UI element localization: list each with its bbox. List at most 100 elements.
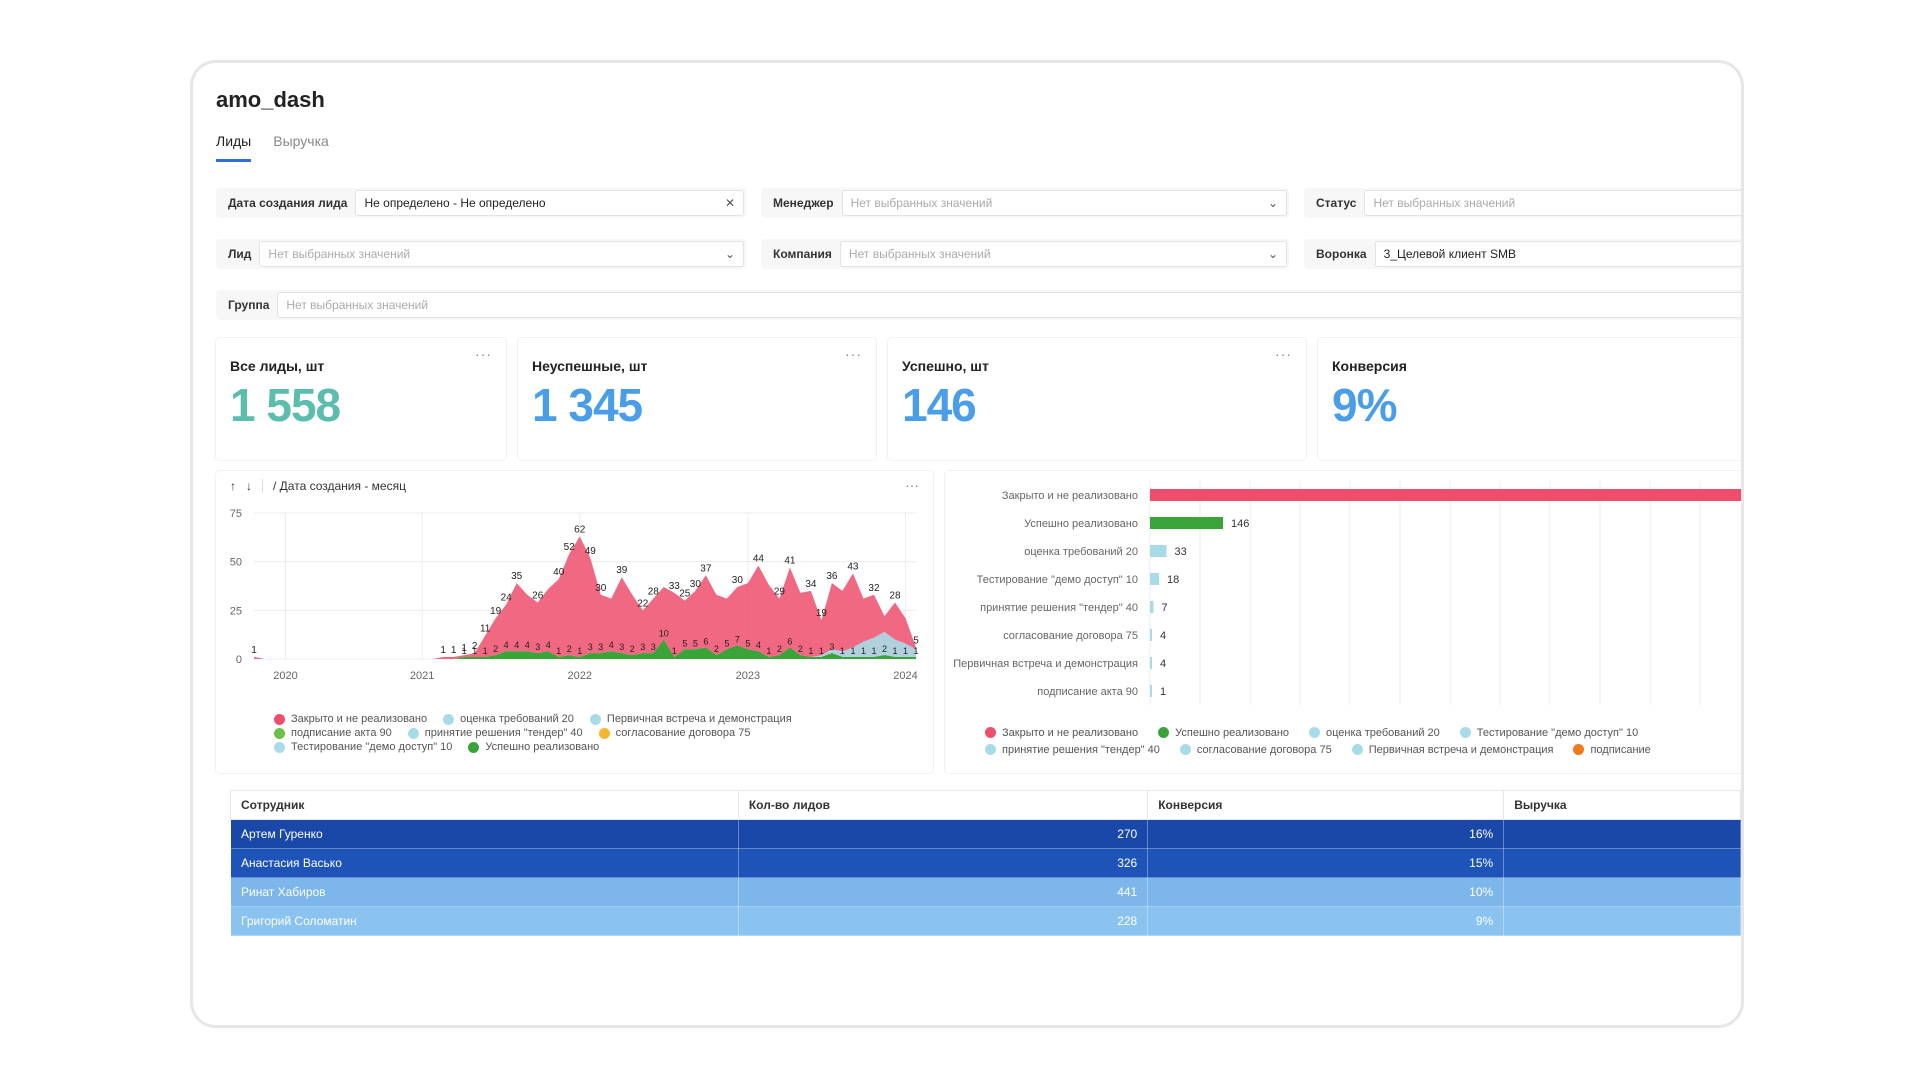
filter-lead-select[interactable]: Нет выбранных значений ⌄ — [259, 241, 744, 267]
data-label: 44 — [753, 554, 765, 565]
data-label: 33 — [1175, 546, 1187, 558]
category-label: подписание акта 90 — [1037, 686, 1138, 698]
data-label: 49 — [585, 546, 597, 557]
data-label: 5 — [913, 635, 919, 646]
legend-item[interactable]: согласование договора 75 — [1179, 742, 1332, 757]
legend-dot — [274, 741, 285, 753]
filter-date-input[interactable]: Не определено - Не определено ✕ — [355, 190, 744, 216]
legend-item[interactable]: Закрыто и не реализовано — [985, 725, 1138, 740]
table-row[interactable]: Ринат Хабиров 441 10% — [230, 877, 1741, 907]
header-revenue[interactable]: Выручка — [1503, 790, 1741, 820]
legend-item[interactable]: Закрыто и не реализовано — [274, 713, 427, 725]
bar[interactable] — [1150, 489, 1744, 501]
filter-manager-select[interactable]: Нет выбранных значений ⌄ — [841, 190, 1287, 216]
bar[interactable] — [1150, 629, 1152, 641]
legend-label: подписание — [1590, 743, 1651, 756]
table-cell-name: Артем Гуренко — [230, 819, 739, 849]
data-label: 36 — [826, 571, 838, 582]
legend-item[interactable]: Тестирование "демо доступ" 10 — [1459, 725, 1638, 740]
tab-revenue[interactable]: Выручка — [273, 133, 329, 149]
legend-label: Тестирование "демо доступ" 10 — [291, 741, 453, 753]
filter-funnel-select[interactable]: 3_Целевой клиент SMB — [1374, 241, 1741, 267]
legend-dot — [468, 741, 480, 753]
kpi-all-leads-value: 1 558 — [230, 379, 341, 431]
category-label: согласование договора 75 — [1003, 630, 1138, 642]
legend-item[interactable]: согласование договора 75 — [598, 727, 750, 739]
bar[interactable] — [1150, 657, 1152, 669]
table-row[interactable]: Анастасия Васько 326 15% — [230, 848, 1741, 878]
y-tick-label: 75 — [230, 508, 242, 520]
data-label: 41 — [784, 556, 796, 567]
data-label: 4 — [1160, 630, 1166, 642]
data-label: 5 — [724, 638, 729, 648]
data-label: 1 — [483, 646, 488, 656]
legend-item[interactable]: Тестирование "демо доступ" 10 — [274, 741, 452, 753]
header-conversion[interactable]: Конверсия — [1147, 790, 1505, 820]
bar[interactable] — [1150, 517, 1223, 529]
filter-status-select[interactable]: Нет выбранных значений — [1364, 190, 1741, 216]
area-chart-panel: ↑ ↓ / Дата создания - месяц ··· 0 25 50 75 2… — [216, 471, 933, 773]
header-leads[interactable]: Кол-во лидов — [737, 790, 1149, 820]
legend-item[interactable]: Успешно реализовано — [1158, 725, 1289, 740]
legend-item[interactable]: подписание — [1573, 742, 1651, 757]
table-cell-revenue — [1503, 819, 1741, 849]
kpi-success: Успешно, шт 146 ··· — [888, 338, 1306, 460]
data-label: 32 — [868, 583, 880, 594]
close-icon[interactable]: ✕ — [724, 196, 735, 210]
legend-dot — [443, 713, 455, 725]
table-row[interactable]: Григорий Соломатин 228 9% — [230, 906, 1741, 936]
legend-item[interactable]: оценка требований 20 — [1309, 725, 1440, 740]
filter-funnel-label: Воронка — [1316, 247, 1367, 261]
data-label: 24 — [501, 592, 513, 603]
filter-status-placeholder: Нет выбранных значений — [1373, 196, 1516, 210]
legend-item[interactable]: Первичная встреча и демонстрация — [1351, 742, 1553, 757]
table-row[interactable]: Артем Гуренко 270 16% — [230, 819, 1741, 849]
legend-dot — [274, 713, 285, 725]
sort-up-icon[interactable]: ↑ — [230, 479, 236, 493]
legend-item[interactable]: принятие решения "тендер" 40 — [985, 742, 1160, 757]
legend-item[interactable]: Успешно реализовано — [468, 741, 599, 753]
area-series-requirements[interactable] — [254, 631, 916, 659]
legend-dot — [1351, 744, 1363, 755]
legend-item[interactable]: оценка требований 20 — [443, 713, 574, 725]
bar[interactable] — [1150, 545, 1167, 557]
data-label: 18 — [1167, 574, 1179, 586]
data-label: 1 — [871, 646, 876, 656]
more-icon[interactable]: ··· — [905, 477, 919, 493]
data-label: 3 — [829, 642, 834, 652]
header-employee[interactable]: Сотрудник — [230, 790, 739, 820]
data-label: 3 — [651, 642, 656, 652]
drilldown-label[interactable]: / Дата создания - месяц — [273, 479, 406, 493]
toolbar-divider — [262, 479, 263, 493]
kpi-all-leads: Все лиды, шт 1 558 ··· — [216, 338, 506, 460]
filter-funnel-value: 3_Целевой клиент SMB — [1383, 247, 1516, 261]
tab-leads[interactable]: Лиды — [216, 133, 252, 162]
more-icon[interactable]: ··· — [1275, 346, 1292, 362]
data-label: 4 — [546, 640, 551, 650]
bar[interactable] — [1150, 573, 1159, 585]
area-chart-legend: Закрыто и не реализовано оценка требовани… — [274, 713, 914, 753]
data-label: 2 — [472, 641, 478, 652]
table-body: Артем Гуренко 270 16% Анастасия Васько 326 15… — [230, 819, 1741, 936]
filter-company-select[interactable]: Нет выбранных значений ⌄ — [839, 241, 1287, 267]
legend-item[interactable]: принятие решения "тендер" 40 — [407, 727, 583, 739]
filter-group-select[interactable]: Нет выбранных значений — [277, 292, 1741, 318]
area-series-closed-unrealized[interactable] — [254, 536, 916, 659]
legend-item[interactable]: Первичная встреча и демонстрация — [589, 713, 792, 725]
filter-date-value: Не определено - Не определено — [364, 196, 546, 210]
more-icon[interactable]: ··· — [845, 346, 862, 362]
more-icon[interactable]: ··· — [475, 346, 492, 362]
data-label: 4 — [756, 640, 761, 650]
bar[interactable] — [1150, 685, 1152, 697]
area-series-success[interactable] — [254, 639, 916, 659]
legend-dot — [1158, 727, 1170, 738]
data-label: 37 — [700, 563, 712, 574]
bar[interactable] — [1150, 601, 1154, 613]
data-label: 1 — [451, 645, 457, 656]
data-label: 1 — [850, 646, 855, 656]
sort-down-icon[interactable]: ↓ — [246, 479, 252, 493]
legend-dot — [598, 727, 610, 739]
legend-label: Закрыто и не реализовано — [291, 713, 428, 725]
legend-item[interactable]: подписание акта 90 — [274, 727, 392, 739]
